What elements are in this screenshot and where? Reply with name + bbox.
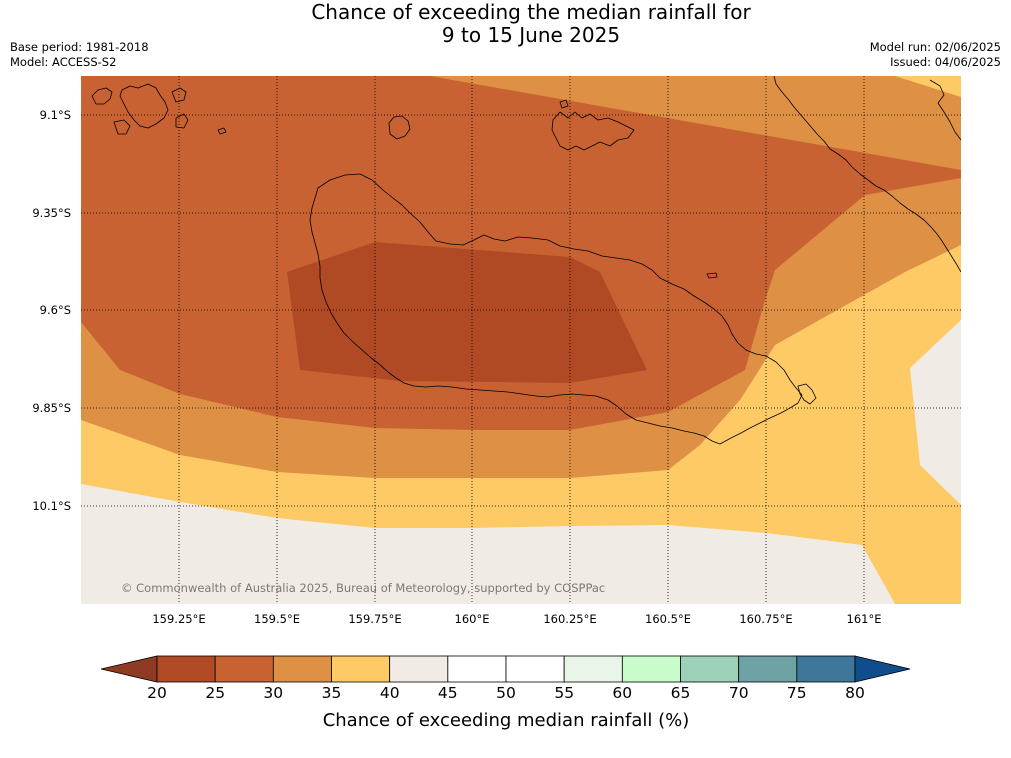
map-panel: © Commonwealth of Australia 2025, Bureau… — [81, 76, 961, 604]
colorbar-tick-label: 80 — [845, 684, 865, 702]
coastline-northeast-island-east — [929, 79, 961, 141]
coastline-northwest-island-6 — [113, 119, 131, 135]
colorbar-segment — [331, 655, 391, 683]
colorbar-segment — [447, 655, 507, 683]
colorbar-tick-label: 60 — [612, 684, 632, 702]
coastline-north-islet — [388, 115, 411, 140]
colorbar-tick-label: 45 — [438, 684, 458, 702]
colorbar-tick-label: 55 — [554, 684, 574, 702]
lon-label: 159.25°E — [152, 612, 205, 626]
colorbar-segment — [563, 655, 623, 683]
colorbar-extend-high — [854, 655, 911, 683]
coastline-islet-east — [706, 272, 718, 279]
issued-label: Issued: 04/06/2025 — [890, 55, 1001, 69]
lon-label: 161°E — [847, 612, 882, 626]
coastlines — [91, 76, 961, 445]
colorbar-segment — [272, 655, 332, 683]
colorbar-tick-label: 40 — [380, 684, 400, 702]
lon-label: 160.75°E — [739, 612, 792, 626]
coastline-northwest-island-5 — [217, 127, 227, 135]
gridlines — [81, 76, 961, 604]
coastline-north-islet-2 — [559, 99, 569, 109]
lat-label: 9.35°S — [32, 206, 71, 220]
coastline-main-island — [309, 173, 803, 445]
lon-label: 159.5°E — [254, 612, 300, 626]
colorbar-label: Chance of exceeding median rainfall (%) — [323, 710, 690, 731]
model-run-label: Model run: 02/06/2025 — [870, 40, 1001, 54]
region-40-45-south — [81, 484, 895, 604]
colorbar-tick-label: 50 — [496, 684, 516, 702]
base-period-label: Base period: 1981-2018 — [10, 40, 149, 54]
region-40-45-east — [910, 320, 961, 505]
colorbar-tick-label: 20 — [147, 684, 167, 702]
lat-label: 9.6°S — [40, 303, 71, 317]
colorbar: 20 25 30 35 40 45 50 55 60 65 70 75 80 C… — [100, 655, 911, 731]
coastline-north-island-group — [551, 111, 635, 151]
lat-label: 9.85°S — [32, 401, 71, 415]
region-20-25 — [287, 242, 647, 383]
copyright-notice: © Commonwealth of Australia 2025, Bureau… — [121, 581, 605, 595]
coastline-northwest-island-1 — [119, 83, 169, 129]
colorbar-tick-label: 35 — [322, 684, 342, 702]
colorbar-segment — [214, 655, 274, 683]
coastline-northwest-island-2 — [91, 87, 113, 105]
colorbar-tick-label: 75 — [787, 684, 807, 702]
model-label: Model: ACCESS-S2 — [10, 55, 116, 69]
title-line-1: Chance of exceeding the median rainfall … — [311, 0, 751, 24]
coastline-northwest-island-4 — [175, 113, 189, 129]
colorbar-extend-low — [100, 655, 158, 683]
colorbar-segment — [389, 655, 449, 683]
title-line-2: 9 to 15 June 2025 — [442, 23, 620, 47]
colorbar-segment — [680, 655, 740, 683]
lon-label: 160.25°E — [543, 612, 596, 626]
colorbar-tick-label: 30 — [263, 684, 283, 702]
colorbar-segment — [796, 655, 856, 683]
coastline-northeast-island — [773, 76, 961, 273]
colorbar-tick-label: 70 — [729, 684, 749, 702]
colorbar-segment — [156, 655, 216, 683]
lon-label: 160°E — [455, 612, 490, 626]
colorbar-tick-label: 25 — [205, 684, 225, 702]
lat-label: 10.1°S — [32, 499, 71, 513]
coastline-islets-southeast — [797, 383, 817, 405]
lon-label: 159.75°E — [348, 612, 401, 626]
lon-label: 160.5°E — [645, 612, 691, 626]
colorbar-segment — [621, 655, 681, 683]
lat-label: 9.1°S — [40, 108, 71, 122]
colorbar-segment — [505, 655, 565, 683]
colorbar-segment — [738, 655, 798, 683]
colorbar-tick-label: 65 — [671, 684, 691, 702]
